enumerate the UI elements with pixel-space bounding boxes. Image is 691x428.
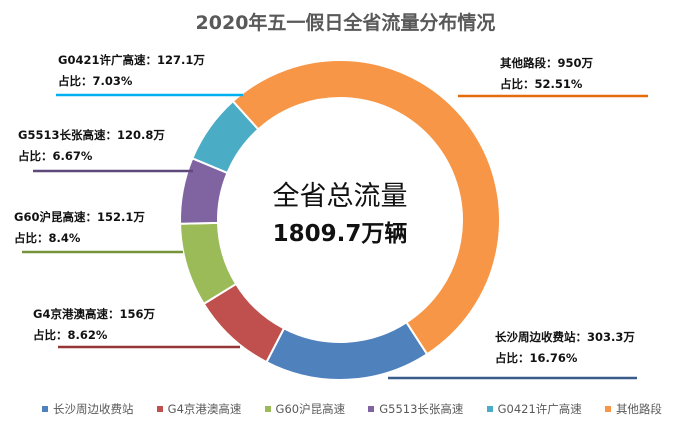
legend-item[interactable]: G4京港澳高速 xyxy=(156,401,242,417)
legend-item[interactable]: 长沙周边收费站 xyxy=(42,401,134,417)
legend-item[interactable]: G60沪昆高速 xyxy=(264,401,346,417)
data-label-g5513: G5513长张高速：120.8万 占比：6.67% xyxy=(18,125,165,167)
donut-slice-changsha xyxy=(265,320,429,381)
legend-swatch xyxy=(604,406,611,412)
legend-label: 其他路段 xyxy=(615,402,662,416)
data-label-value: G4京港澳高速：156万 xyxy=(33,307,155,321)
legend-label: G60沪昆高速 xyxy=(275,402,346,416)
legend-swatch xyxy=(368,406,375,412)
data-label-percent: 占比：16.76% xyxy=(495,351,578,365)
legend-label: G5513长张高速 xyxy=(379,402,464,416)
data-label-percent: 占比：8.4% xyxy=(14,231,81,245)
legend-swatch xyxy=(486,406,493,412)
legend-label: 长沙周边收费站 xyxy=(53,402,134,416)
data-label-percent: 占比：7.03% xyxy=(58,74,133,88)
legend-swatch xyxy=(156,406,163,412)
data-label-value: G5513长张高速：120.8万 xyxy=(18,128,165,142)
center-label-title: 全省总流量 xyxy=(272,181,408,212)
chart-title: 2020年五一假日全省流量分布情况 xyxy=(195,12,496,34)
data-label-g0421: G0421许广高速：127.1万 占比：7.03% xyxy=(58,50,205,92)
data-label-value: G60沪昆高速：152.1万 xyxy=(14,210,145,224)
legend-label: G0421许广高速 xyxy=(497,402,582,416)
legend-label: G4京港澳高速 xyxy=(167,402,242,416)
legend: 长沙周边收费站 G4京港澳高速 G60沪昆高速 G5513长张高速 G0421许… xyxy=(42,401,662,417)
data-label-percent: 占比：6.67% xyxy=(18,149,93,163)
data-label-other: 其他路段：950万 占比：52.51% xyxy=(500,53,593,95)
data-label-value: G0421许广高速：127.1万 xyxy=(58,53,205,67)
data-label-value: 长沙周边收费站：303.3万 xyxy=(495,330,635,344)
data-label-percent: 占比：8.62% xyxy=(33,328,108,342)
legend-swatch xyxy=(42,406,48,412)
legend-item[interactable]: G0421许广高速 xyxy=(486,401,582,417)
data-label-g60: G60沪昆高速：152.1万 占比：8.4% xyxy=(14,207,145,249)
data-label-changsha: 长沙周边收费站：303.3万 占比：16.76% xyxy=(495,327,635,369)
legend-swatch xyxy=(264,406,271,412)
legend-item[interactable]: 其他路段 xyxy=(604,401,662,417)
data-label-value: 其他路段：950万 xyxy=(500,56,594,70)
center-label-total: 1809.7万辆 xyxy=(272,221,408,247)
legend-item[interactable]: G5513长张高速 xyxy=(368,401,463,417)
data-label-g4: G4京港澳高速：156万 占比：8.62% xyxy=(33,304,155,346)
data-label-percent: 占比：52.51% xyxy=(500,77,583,91)
donut-slice-other xyxy=(231,59,501,356)
